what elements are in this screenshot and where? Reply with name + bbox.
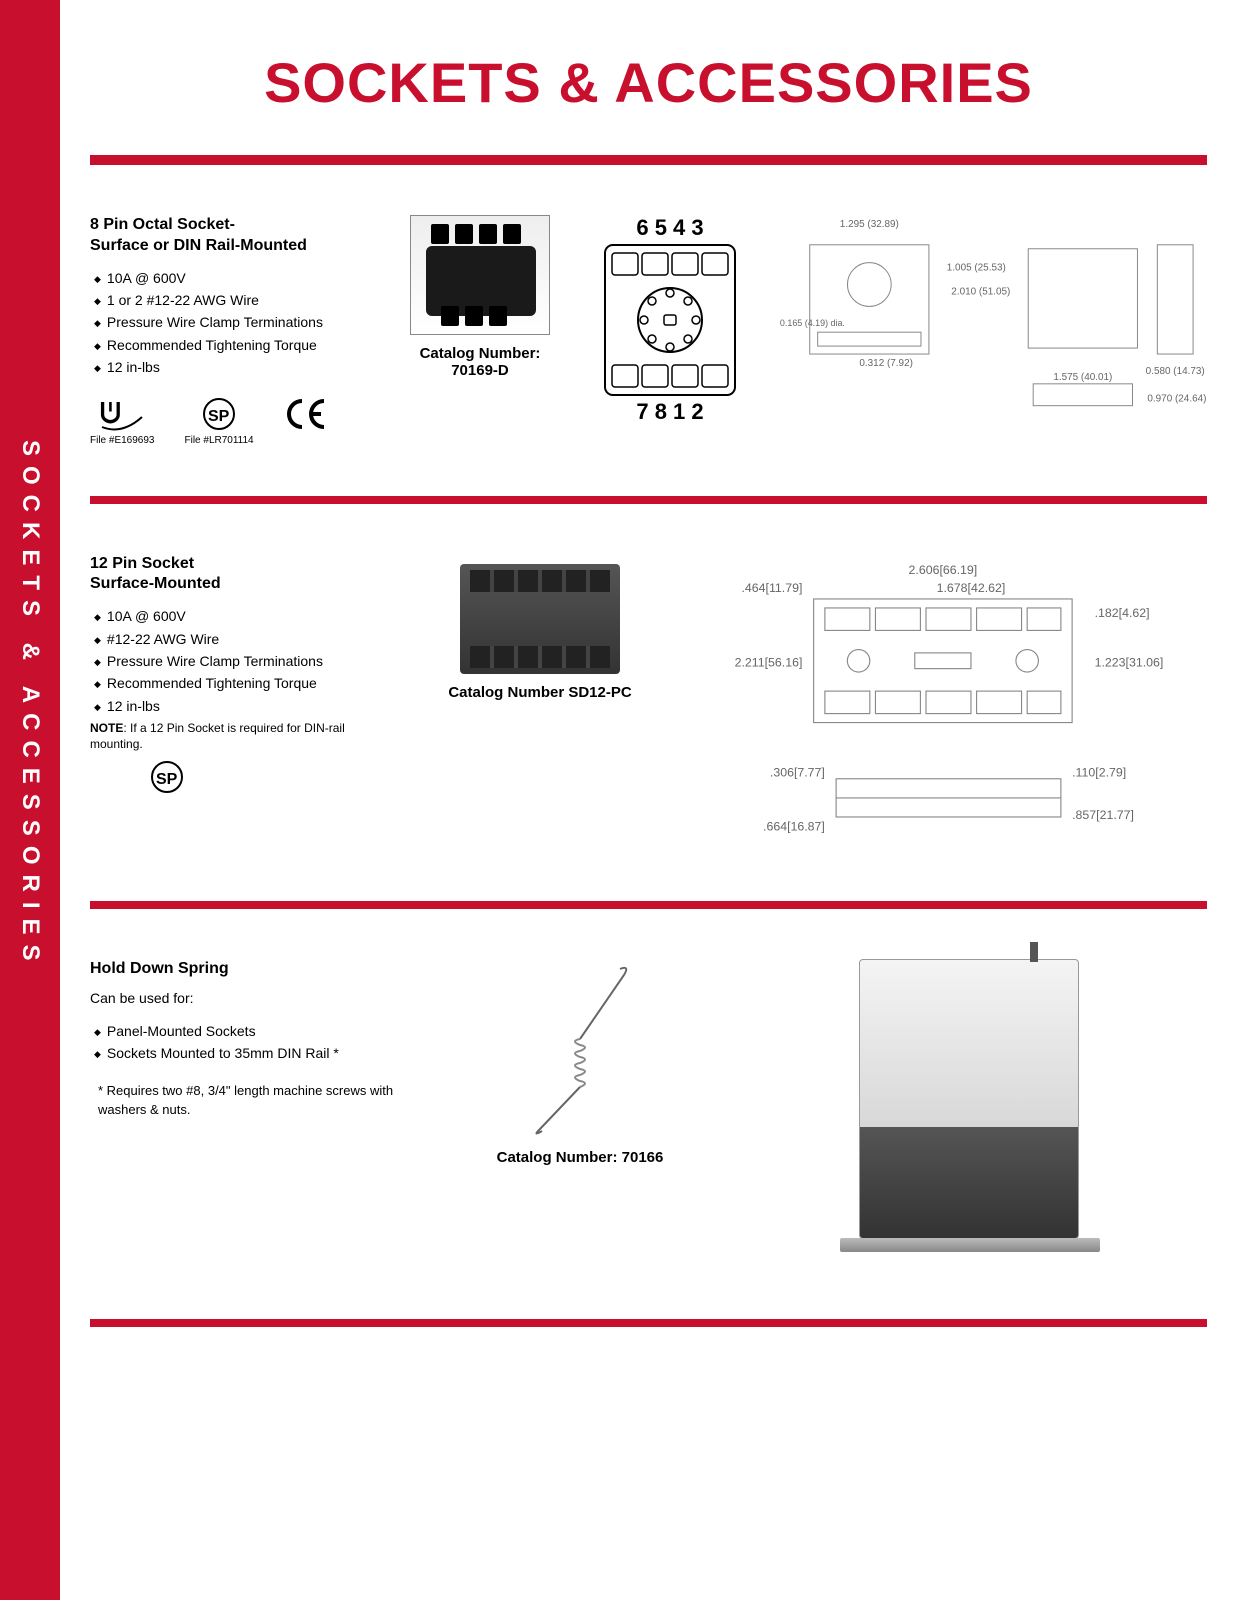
divider-top <box>90 155 1207 165</box>
note-label: NOTE <box>90 721 123 735</box>
dim2-b: .464[11.79] <box>741 581 802 595</box>
csa-cert-2: SP <box>150 760 390 799</box>
bullet: 1 or 2 #12-22 AWG Wire <box>90 289 370 311</box>
section2-bullets: 10A @ 600V #12-22 AWG Wire Pressure Wire… <box>90 605 390 717</box>
socket-photo <box>410 215 550 335</box>
ul-cert: ᕫ File #E169693 <box>90 397 155 446</box>
section1-text: 8 Pin Octal Socket- Surface or DIN Rail-… <box>90 215 370 446</box>
ce-cert <box>284 397 328 435</box>
bullet: Pressure Wire Clamp Terminations <box>90 650 390 672</box>
divider-2 <box>90 901 1207 909</box>
pin-diagram: 6 5 4 3 7 8 1 2 <box>590 215 750 425</box>
csa-icon: SP <box>202 397 236 431</box>
section-spring: Hold Down Spring Can be used for: Panel-… <box>90 919 1207 1259</box>
csa-icon: SP <box>150 760 184 794</box>
catalog3: Catalog Number: 70166 <box>450 1149 710 1166</box>
csa-cert: SP File #LR701114 <box>185 397 254 446</box>
section-12pin: 12 Pin Socket Surface-Mounted 10A @ 600V… <box>90 514 1207 871</box>
catalog-label: Catalog Number: <box>420 345 541 362</box>
dim-a: 1.295 (32.89) <box>840 219 899 230</box>
section3-subtext: Can be used for: <box>90 990 430 1006</box>
title-line2: Surface-Mounted <box>90 575 221 592</box>
dim-b: 1.005 (25.53) <box>947 263 1006 274</box>
section3-footnote: * Requires two #8, 3/4" length machine s… <box>90 1082 430 1118</box>
bullet: 10A @ 600V <box>90 267 370 289</box>
bullet: Recommended Tightening Torque <box>90 672 390 694</box>
dim2-j: .857[21.77] <box>1072 808 1134 822</box>
title-line1: 12 Pin Socket <box>90 555 194 572</box>
catalog2: Catalog Number SD12-PC <box>410 684 670 701</box>
title-line2: Surface or DIN Rail-Mounted <box>90 237 307 254</box>
section3-photo-col: Catalog Number: 70166 <box>450 959 710 1239</box>
csa-file: File #LR701114 <box>185 435 254 446</box>
dim2-d: .182[4.62] <box>1095 605 1150 619</box>
dimension-drawing-2: 2.606[66.19] .464[11.79] 1.678[42.62] .1… <box>690 554 1207 846</box>
dim-f: 1.575 (40.01) <box>1053 372 1112 383</box>
bullet: Pressure Wire Clamp Terminations <box>90 311 370 333</box>
bullet-indent: 12 in-lbs <box>90 695 390 717</box>
dim-d: 0.165 (4.19) dia. <box>780 318 845 328</box>
sidebar-label: SOCKETS & ACCESSORIES <box>16 440 44 971</box>
ce-icon <box>284 397 328 431</box>
catalog-number: 70169-D <box>451 362 509 379</box>
sidebar-stripe: SOCKETS & ACCESSORIES <box>0 0 60 1600</box>
bullet: Panel-Mounted Sockets <box>90 1020 430 1042</box>
bullet: Sockets Mounted to 35mm DIN Rail * <box>90 1042 430 1064</box>
section3-right <box>730 959 1207 1239</box>
dim-c: 2.010 (51.05) <box>951 286 1010 297</box>
dim-h: 0.580 (14.73) <box>1146 366 1205 377</box>
dim2-g: .306[7.77] <box>770 765 825 779</box>
ul-file: File #E169693 <box>90 435 155 446</box>
svg-text:SP: SP <box>208 408 230 425</box>
section1-bullets: 10A @ 600V 1 or 2 #12-22 AWG Wire Pressu… <box>90 267 370 379</box>
dim-e: 0.312 (7.92) <box>859 358 913 369</box>
section2-dim-col: 2.606[66.19] .464[11.79] 1.678[42.62] .1… <box>690 554 1207 851</box>
divider-1 <box>90 496 1207 504</box>
pin-diagram-col: 6 5 4 3 7 8 1 2 <box>590 215 750 446</box>
section1-title: 8 Pin Octal Socket- Surface or DIN Rail-… <box>90 215 370 257</box>
pins-bottom: 7 8 1 2 <box>636 399 703 424</box>
bullet: Recommended Tightening Torque <box>90 334 370 356</box>
bullet-indent: 12 in-lbs <box>90 356 370 378</box>
content-area: SOCKETS & ACCESSORIES 8 Pin Octal Socket… <box>60 0 1237 1600</box>
section2-text: 12 Pin Socket Surface-Mounted 10A @ 600V… <box>90 554 390 851</box>
dim-g: 0.970 (24.64) <box>1147 394 1206 405</box>
dim2-e: 2.211[56.16] <box>735 655 803 669</box>
divider-bottom <box>90 1319 1207 1327</box>
section2-note: NOTE: If a 12 Pin Socket is required for… <box>90 721 390 752</box>
dim2-i: .664[16.87] <box>763 819 825 833</box>
dim2-c: 1.678[42.62] <box>937 581 1006 595</box>
catalog1: Catalog Number: 70169-D <box>390 345 570 379</box>
socket12-photo <box>460 564 620 674</box>
page-title: SOCKETS & ACCESSORIES <box>90 50 1207 115</box>
ul-icon: ᕫ <box>100 397 144 431</box>
dim2-h: .110[2.79] <box>1072 765 1126 779</box>
section3-bullets: Panel-Mounted Sockets Sockets Mounted to… <box>90 1020 430 1065</box>
pins-top: 6 5 4 3 <box>636 215 703 240</box>
section3-text: Hold Down Spring Can be used for: Panel-… <box>90 959 430 1239</box>
relay-photo <box>859 959 1079 1239</box>
section3-title: Hold Down Spring <box>90 959 430 980</box>
section1-photo-col: Catalog Number: 70169-D <box>390 215 570 446</box>
dim2-a: 2.606[66.19] <box>909 563 978 577</box>
section-8pin: 8 Pin Octal Socket- Surface or DIN Rail-… <box>90 175 1207 466</box>
bullet: 10A @ 600V <box>90 605 390 627</box>
spring-icon <box>510 959 650 1139</box>
cert-row: ᕫ File #E169693 SP File #LR701114 <box>90 397 370 446</box>
svg-text:ᕫ: ᕫ <box>100 399 121 430</box>
dim-drawing-col: 1.295 (32.89) 1.005 (25.53) 0.165 (4.19)… <box>770 215 1207 446</box>
note-text: : If a 12 Pin Socket is required for DIN… <box>90 721 345 751</box>
dimension-drawing-1: 1.295 (32.89) 1.005 (25.53) 0.165 (4.19)… <box>770 215 1207 414</box>
section2-photo-col: Catalog Number SD12-PC <box>410 554 670 851</box>
title-line1: 8 Pin Octal Socket- <box>90 216 235 233</box>
bullet: #12-22 AWG Wire <box>90 628 390 650</box>
section2-title: 12 Pin Socket Surface-Mounted <box>90 554 390 596</box>
svg-text:SP: SP <box>156 771 178 788</box>
dim2-f: 1.223[31.06] <box>1095 655 1164 669</box>
